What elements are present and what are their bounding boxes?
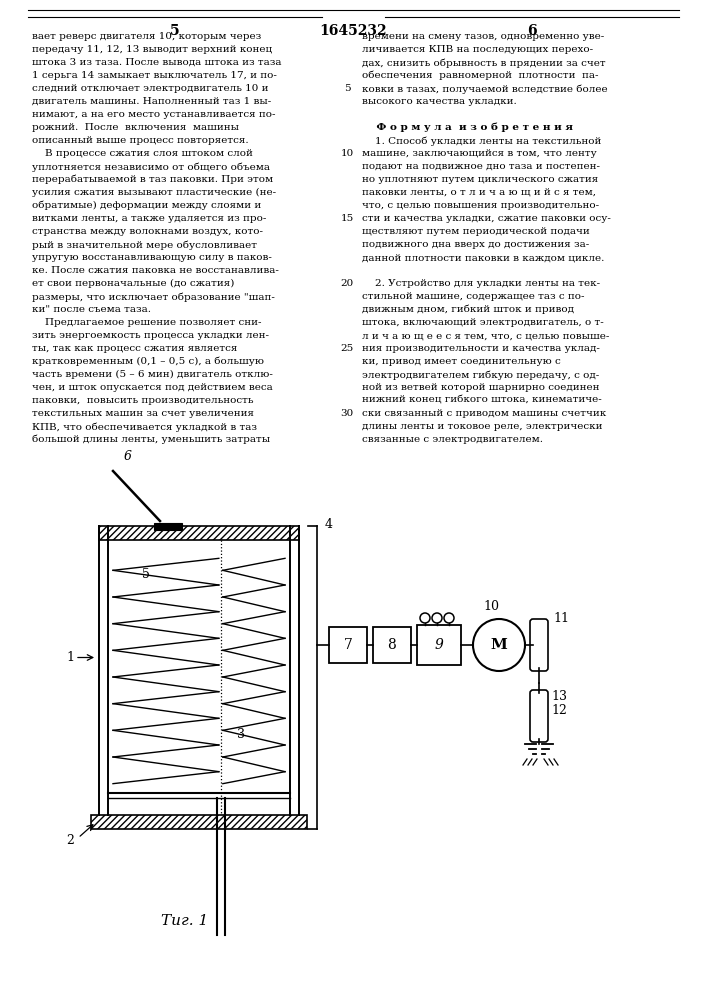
Text: машине, заключающийся в том, что ленту: машине, заключающийся в том, что ленту <box>362 149 597 158</box>
Text: текстильных машин за счет увеличения: текстильных машин за счет увеличения <box>32 409 254 418</box>
Text: подвижного дна вверх до достижения за-: подвижного дна вверх до достижения за- <box>362 240 589 249</box>
Bar <box>373 627 411 663</box>
Text: рый в значительной мере обусловливает: рый в значительной мере обусловливает <box>32 240 257 249</box>
Text: ски связанный с приводом машины счетчик: ски связанный с приводом машины счетчик <box>362 409 606 418</box>
Text: личивается КПВ на последующих перехо-: личивается КПВ на последующих перехо- <box>362 45 593 54</box>
Text: 12: 12 <box>551 704 567 717</box>
Bar <box>91 815 307 829</box>
Text: вает реверс двигателя 10, которым через: вает реверс двигателя 10, которым через <box>32 32 262 41</box>
Text: ты, так как процесс сжатия является: ты, так как процесс сжатия является <box>32 344 238 353</box>
Text: размеры, что исключает образование "шап-: размеры, что исключает образование "шап- <box>32 292 275 302</box>
Text: 20: 20 <box>340 279 354 288</box>
Text: 11: 11 <box>553 611 569 624</box>
Text: усилия сжатия вызывают пластические (не-: усилия сжатия вызывают пластические (не- <box>32 188 276 197</box>
Text: двигатель машины. Наполненный таз 1 вы-: двигатель машины. Наполненный таз 1 вы- <box>32 97 271 106</box>
Text: 4: 4 <box>325 518 333 532</box>
Text: 6: 6 <box>527 24 537 38</box>
Text: Ф о р м у л а  и з о б р е т е н и я: Ф о р м у л а и з о б р е т е н и я <box>362 123 573 132</box>
FancyBboxPatch shape <box>530 690 548 742</box>
Text: обеспечения  равномерной  плотности  па-: обеспечения равномерной плотности па- <box>362 71 599 81</box>
Text: обратимые) деформации между слоями и: обратимые) деформации между слоями и <box>32 201 262 211</box>
Text: ществляют путем периодической подачи: ществляют путем периодической подачи <box>362 227 590 236</box>
Text: передачу 11, 12, 13 выводит верхний конец: передачу 11, 12, 13 выводит верхний коне… <box>32 45 272 54</box>
Text: упругую восстанавливающую силу в паков-: упругую восстанавливающую силу в паков- <box>32 253 272 262</box>
Text: 1: 1 <box>66 651 74 664</box>
Text: Предлагаемое решение позволяет сни-: Предлагаемое решение позволяет сни- <box>32 318 262 327</box>
Text: ет свои первоначальные (до сжатия): ет свои первоначальные (до сжатия) <box>32 279 235 288</box>
Text: 5: 5 <box>142 568 150 582</box>
Text: подают на подвижное дно таза и постепен-: подают на подвижное дно таза и постепен- <box>362 162 600 171</box>
Text: времени на смену тазов, одновременно уве-: времени на смену тазов, одновременно уве… <box>362 32 604 41</box>
Text: 6: 6 <box>124 450 132 462</box>
Text: 25: 25 <box>340 344 354 353</box>
Text: паковки ленты, о т л и ч а ю щ и й с я тем,: паковки ленты, о т л и ч а ю щ и й с я т… <box>362 188 596 197</box>
Text: ной из ветвей которой шарнирно соединен: ной из ветвей которой шарнирно соединен <box>362 383 600 392</box>
Text: 2: 2 <box>66 834 74 848</box>
Text: 9: 9 <box>435 638 443 652</box>
Text: 1. Способ укладки ленты на текстильной: 1. Способ укладки ленты на текстильной <box>362 136 602 145</box>
Text: ке. После сжатия паковка не восстанавлива-: ке. После сжатия паковка не восстанавлив… <box>32 266 279 275</box>
Text: паковки,  повысить производительность: паковки, повысить производительность <box>32 396 254 405</box>
Text: дах, снизить обрывность в прядении за счет: дах, снизить обрывность в прядении за сч… <box>362 58 606 68</box>
Text: рожний.  После  включения  машины: рожний. После включения машины <box>32 123 239 132</box>
Bar <box>329 627 367 663</box>
Text: зить энергоемкость процесса укладки лен-: зить энергоемкость процесса укладки лен- <box>32 331 269 340</box>
Text: 3: 3 <box>237 728 245 742</box>
FancyBboxPatch shape <box>530 619 548 671</box>
Text: 13: 13 <box>551 690 567 703</box>
Circle shape <box>473 619 525 671</box>
Text: л и ч а ю щ е е с я тем, что, с целью повыше-: л и ч а ю щ е е с я тем, что, с целью по… <box>362 331 609 340</box>
Text: 2. Устройство для укладки ленты на тек-: 2. Устройство для укладки ленты на тек- <box>362 279 600 288</box>
Text: 5: 5 <box>344 84 350 93</box>
Text: В процессе сжатия слоя штоком слой: В процессе сжатия слоя штоком слой <box>32 149 253 158</box>
Text: стильной машине, содержащее таз с по-: стильной машине, содержащее таз с по- <box>362 292 585 301</box>
Text: нимают, а на его место устанавливается по-: нимают, а на его место устанавливается п… <box>32 110 276 119</box>
Text: данной плотности паковки в каждом цикле.: данной плотности паковки в каждом цикле. <box>362 253 604 262</box>
Text: ки" после съема таза.: ки" после съема таза. <box>32 305 151 314</box>
Text: но уплотняют путем циклического сжатия: но уплотняют путем циклического сжатия <box>362 175 598 184</box>
Bar <box>154 523 182 530</box>
Text: длины ленты и токовое реле, электрически: длины ленты и токовое реле, электрически <box>362 422 602 431</box>
Text: кратковременным (0,1 – 0,5 с), а большую: кратковременным (0,1 – 0,5 с), а большую <box>32 357 264 366</box>
Text: большой длины ленты, уменьшить затраты: большой длины ленты, уменьшить затраты <box>32 435 270 444</box>
Text: ки, привод имеет соединительную с: ки, привод имеет соединительную с <box>362 357 561 366</box>
Text: витками ленты, а также удаляется из про-: витками ленты, а также удаляется из про- <box>32 214 267 223</box>
Text: 7: 7 <box>344 638 352 652</box>
Text: 8: 8 <box>387 638 397 652</box>
Text: ния производительности и качества уклад-: ния производительности и качества уклад- <box>362 344 600 353</box>
Text: штока 3 из таза. После вывода штока из таза: штока 3 из таза. После вывода штока из т… <box>32 58 281 67</box>
Text: 10: 10 <box>340 149 354 158</box>
Text: 15: 15 <box>340 214 354 223</box>
Text: высокого качества укладки.: высокого качества укладки. <box>362 97 517 106</box>
Text: что, с целью повышения производительно-: что, с целью повышения производительно- <box>362 201 599 210</box>
Text: следний отключает электродвигатель 10 и: следний отключает электродвигатель 10 и <box>32 84 269 93</box>
Text: связанные с электродвигателем.: связанные с электродвигателем. <box>362 435 543 444</box>
Text: М: М <box>491 638 508 652</box>
Text: чен, и шток опускается под действием веса: чен, и шток опускается под действием вес… <box>32 383 273 392</box>
Text: часть времени (5 – 6 мин) двигатель отклю-: часть времени (5 – 6 мин) двигатель откл… <box>32 370 273 379</box>
Text: Τиг. 1: Τиг. 1 <box>161 914 209 928</box>
Text: движным дном, гибкий шток и привод: движным дном, гибкий шток и привод <box>362 305 574 314</box>
Text: ковки в тазах, получаемой вследствие более: ковки в тазах, получаемой вследствие бол… <box>362 84 607 94</box>
Text: описанный выше процесс повторяется.: описанный выше процесс повторяется. <box>32 136 249 145</box>
Text: 30: 30 <box>340 409 354 418</box>
Text: 1645232: 1645232 <box>319 24 387 38</box>
Text: сти и качества укладки, сжатие паковки осу-: сти и качества укладки, сжатие паковки о… <box>362 214 611 223</box>
Text: КПВ, что обеспечивается укладкой в таз: КПВ, что обеспечивается укладкой в таз <box>32 422 257 432</box>
Text: странства между волокнами воздух, кото-: странства между волокнами воздух, кото- <box>32 227 263 236</box>
Text: электродвигателем гибкую передачу, с од-: электродвигателем гибкую передачу, с од- <box>362 370 600 379</box>
Text: перерабатываемой в таз паковки. При этом: перерабатываемой в таз паковки. При этом <box>32 175 273 184</box>
Bar <box>99 526 299 540</box>
Text: 10: 10 <box>483 600 499 613</box>
Text: штока, включающий электродвигатель, о т-: штока, включающий электродвигатель, о т- <box>362 318 604 327</box>
Text: 1 серьга 14 замыкает выключатель 17, и по-: 1 серьга 14 замыкает выключатель 17, и п… <box>32 71 277 80</box>
Text: уплотняется независимо от общего объема: уплотняется независимо от общего объема <box>32 162 270 172</box>
Text: нижний конец гибкого штока, кинематиче-: нижний конец гибкого штока, кинематиче- <box>362 396 602 405</box>
Bar <box>417 625 461 665</box>
Text: 5: 5 <box>170 24 180 38</box>
